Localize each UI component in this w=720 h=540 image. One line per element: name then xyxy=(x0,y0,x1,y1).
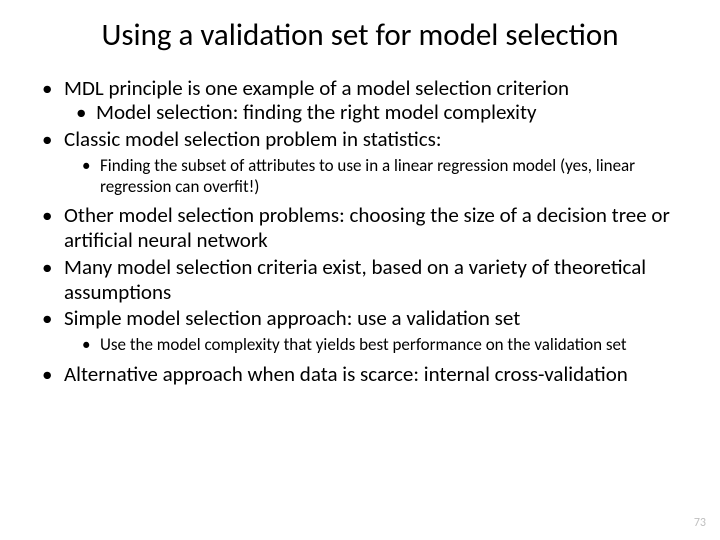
sub-bullet-list-small: Use the model complexity that yields bes… xyxy=(64,335,688,356)
bullet-text: Simple model selection approach: use a v… xyxy=(64,305,520,331)
bullet-text: Other model selection problems: choosing… xyxy=(64,202,670,253)
bullet-list: MDL principle is one example of a model … xyxy=(32,76,688,387)
bullet-text: Alternative approach when data is scarce… xyxy=(64,361,628,387)
bullet-item: Simple model selection approach: use a v… xyxy=(32,306,688,356)
bullet-item: Alternative approach when data is scarce… xyxy=(32,362,688,387)
bullet-item: MDL principle is one example of a model … xyxy=(32,76,688,126)
bullet-text: Classic model selection problem in stati… xyxy=(64,126,441,152)
sub-bullet-list-small: Finding the subset of attributes to use … xyxy=(64,156,688,197)
bullet-text: Many model selection criteria exist, bas… xyxy=(64,254,646,305)
bullet-item: Many model selection criteria exist, bas… xyxy=(32,255,688,305)
bullet-text: Model selection: finding the right model… xyxy=(96,99,537,125)
sub-bullet-item: Finding the subset of attributes to use … xyxy=(64,156,688,197)
sub-bullet-item: Use the model complexity that yields bes… xyxy=(64,335,688,356)
bullet-text: MDL principle is one example of a model … xyxy=(64,75,569,101)
slide-container: Using a validation set for model selecti… xyxy=(0,0,720,540)
sub-bullet-item: Model selection: finding the right model… xyxy=(64,100,688,125)
bullet-item: Classic model selection problem in stati… xyxy=(32,127,688,197)
slide-title: Using a validation set for model selecti… xyxy=(32,18,688,54)
bullet-item: Other model selection problems: choosing… xyxy=(32,203,688,253)
bullet-text: Finding the subset of attributes to use … xyxy=(100,155,635,197)
bullet-text: Use the model complexity that yields bes… xyxy=(100,334,627,355)
page-number: 73 xyxy=(694,516,706,530)
sub-bullet-list: Model selection: finding the right model… xyxy=(64,100,688,125)
